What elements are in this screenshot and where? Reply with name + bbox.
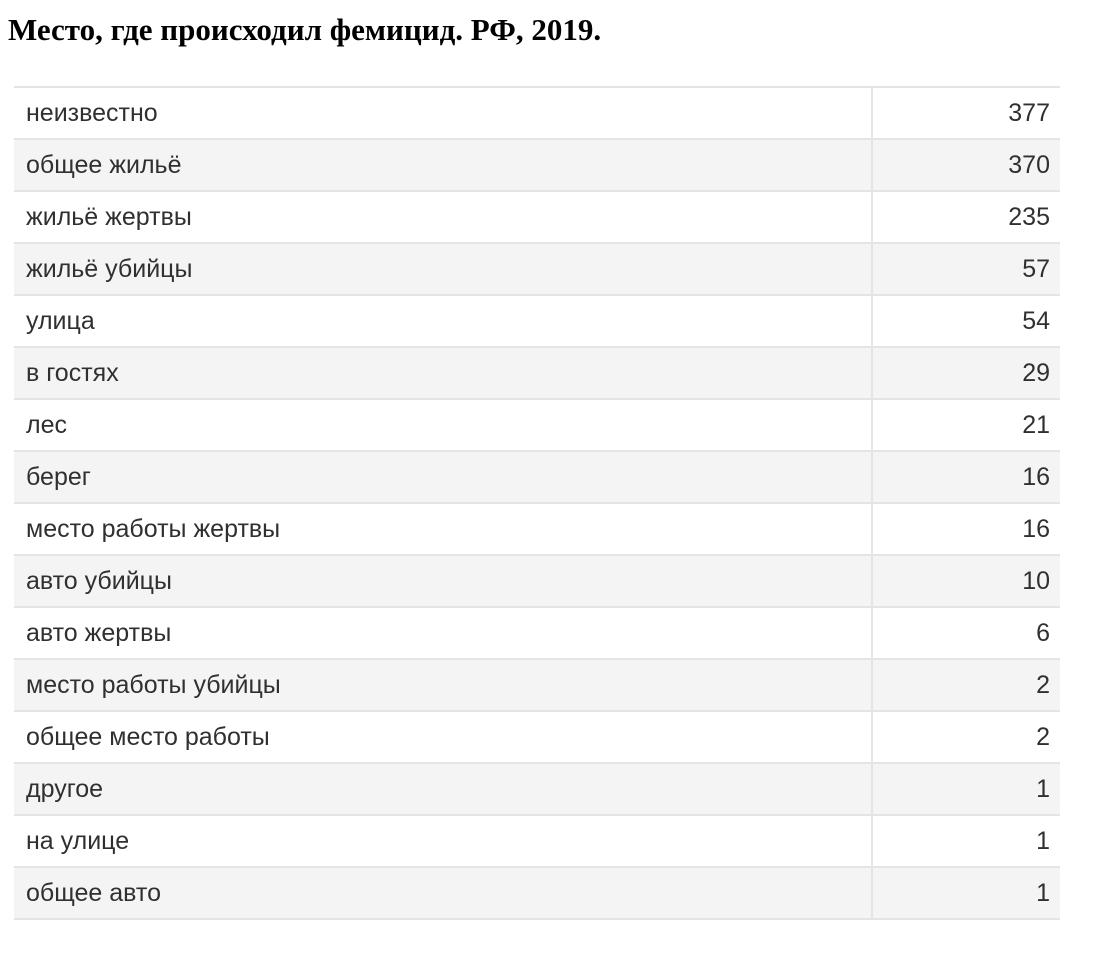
- row-label: жильё жертвы: [14, 191, 873, 244]
- row-value: 235: [872, 191, 1060, 244]
- row-label: жильё убийцы: [14, 243, 873, 296]
- row-label: другое: [14, 763, 873, 816]
- table-row: авто жертвы 6: [14, 607, 1060, 660]
- row-value: 370: [872, 139, 1060, 192]
- table-row: берег 16: [14, 451, 1060, 504]
- row-value: 16: [872, 503, 1060, 556]
- row-label: неизвестно: [14, 86, 873, 140]
- row-value: 6: [872, 607, 1060, 660]
- table-row: на улице 1: [14, 815, 1060, 868]
- row-value: 1: [872, 815, 1060, 868]
- row-value: 16: [872, 451, 1060, 504]
- table-row: неизвестно 377: [14, 86, 1060, 140]
- row-value: 10: [872, 555, 1060, 608]
- table-body: неизвестно 377 общее жильё 370 жильё жертвы 2…: [14, 86, 1060, 920]
- row-label: общее жильё: [14, 139, 873, 192]
- row-value: 2: [872, 659, 1060, 712]
- table-row: жильё жертвы 235: [14, 191, 1060, 244]
- table-row: общее место работы 2: [14, 711, 1060, 764]
- row-value: 54: [872, 295, 1060, 348]
- row-label: место работы убийцы: [14, 659, 873, 712]
- row-label: в гостях: [14, 347, 873, 400]
- chart-title: Место, где происходил фемицид. РФ, 2019.: [8, 12, 602, 47]
- table-row: общее авто 1: [14, 867, 1060, 920]
- row-label: лес: [14, 399, 873, 452]
- row-value: 2: [872, 711, 1060, 764]
- table-row: лес 21: [14, 399, 1060, 452]
- table-row: улица 54: [14, 295, 1060, 348]
- table-row: жильё убийцы 57: [14, 243, 1060, 296]
- row-value: 21: [872, 399, 1060, 452]
- data-table: неизвестно 377 общее жильё 370 жильё жертвы 2…: [14, 86, 1060, 920]
- table-row: другое 1: [14, 763, 1060, 816]
- row-value: 1: [872, 867, 1060, 920]
- row-label: берег: [14, 451, 873, 504]
- table-row: общее жильё 370: [14, 139, 1060, 192]
- row-label: общее место работы: [14, 711, 873, 764]
- row-label: улица: [14, 295, 873, 348]
- row-value: 57: [872, 243, 1060, 296]
- row-label: общее авто: [14, 867, 873, 920]
- table-row: авто убийцы 10: [14, 555, 1060, 608]
- table-row: место работы убийцы 2: [14, 659, 1060, 712]
- row-value: 377: [872, 86, 1060, 140]
- table-row: место работы жертвы 16: [14, 503, 1060, 556]
- row-label: на улице: [14, 815, 873, 868]
- row-label: место работы жертвы: [14, 503, 873, 556]
- row-value: 1: [872, 763, 1060, 816]
- row-label: авто убийцы: [14, 555, 873, 608]
- row-value: 29: [872, 347, 1060, 400]
- row-label: авто жертвы: [14, 607, 873, 660]
- table-row: в гостях 29: [14, 347, 1060, 400]
